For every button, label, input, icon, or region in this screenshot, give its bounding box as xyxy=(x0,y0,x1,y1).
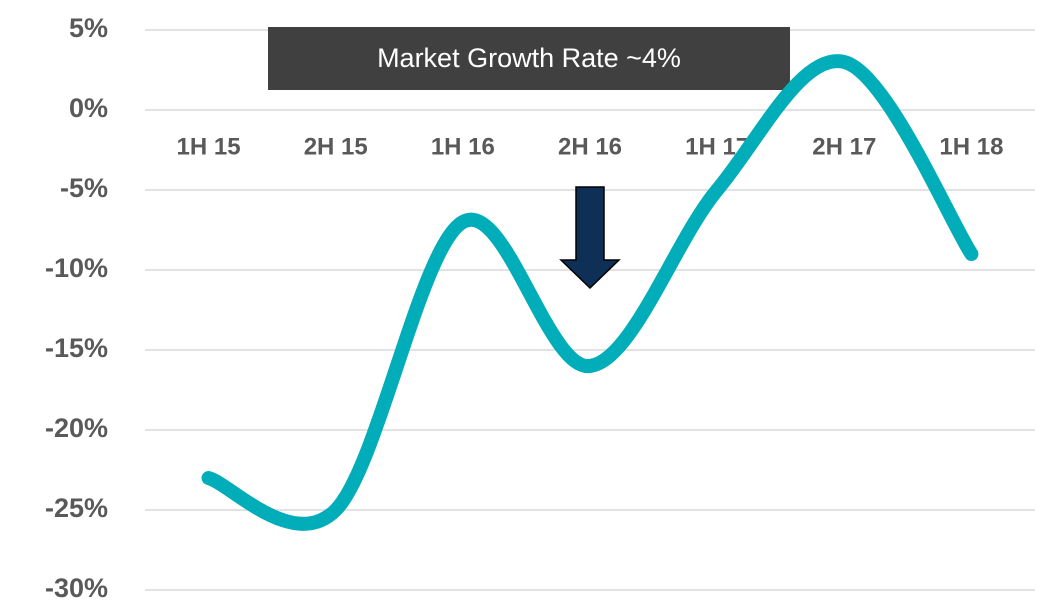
x-tick-label: 2H 16 xyxy=(558,133,622,160)
annotation-box xyxy=(268,27,790,90)
x-tick-label: 1H 16 xyxy=(431,133,495,160)
y-tick-label: -20% xyxy=(45,413,108,443)
y-tick-label: -15% xyxy=(45,333,108,363)
y-tick-label: -5% xyxy=(60,173,108,203)
y-tick-label: 5% xyxy=(69,13,108,43)
annotation: Market Growth Rate ~4% xyxy=(377,43,681,73)
x-tick-label: 2H 15 xyxy=(304,133,368,160)
arrow xyxy=(559,186,621,290)
line xyxy=(201,54,979,531)
y-tick-label: -25% xyxy=(45,493,108,523)
y-tick-label: -10% xyxy=(45,253,108,283)
x-tick-label: 2H 17 xyxy=(812,133,876,160)
x-tick-label: 1H 18 xyxy=(939,133,1003,160)
y-tick-label: -30% xyxy=(45,573,108,603)
x-tick-label: 1H 15 xyxy=(177,133,241,160)
y-tick-label: 0% xyxy=(69,93,108,123)
